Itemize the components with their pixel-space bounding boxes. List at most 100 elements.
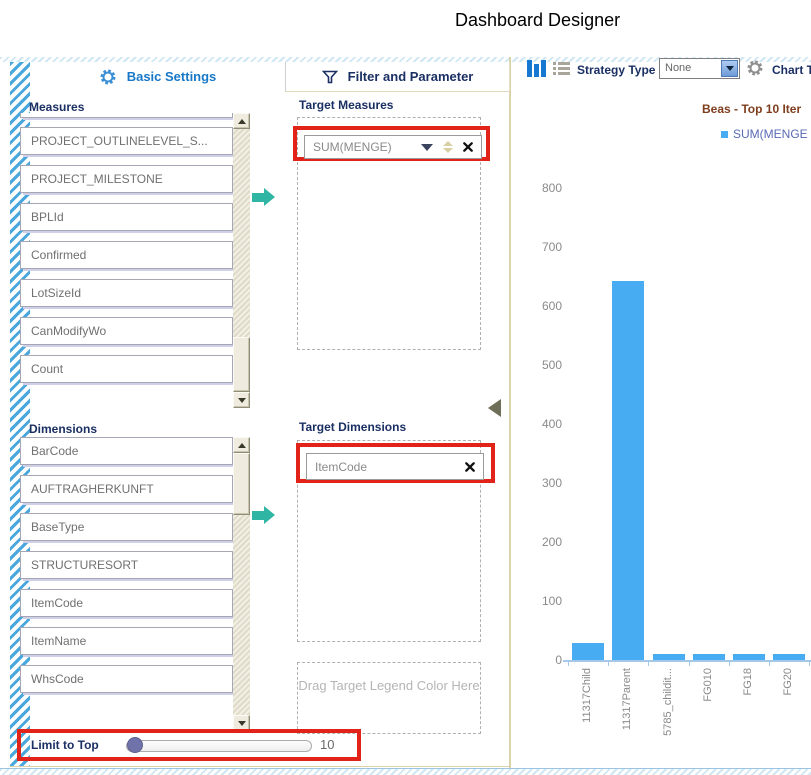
tab-basic-settings[interactable]: Basic Settings — [30, 62, 285, 91]
list-view-icon[interactable] — [553, 62, 571, 76]
measure-item[interactable]: LotSizeId — [20, 279, 233, 307]
dimension-item[interactable]: ItemCode — [20, 589, 233, 617]
y-axis-tick-label: 700 — [541, 240, 562, 254]
chart-title: Beas - Top 10 Iter — [702, 102, 802, 116]
measure-item[interactable]: Confirmed — [20, 241, 233, 269]
target-measure-chip-label: SUM(MENGE) — [313, 140, 392, 154]
y-axis-tick-label: 800 — [541, 181, 562, 195]
arrow-up-icon — [237, 442, 246, 448]
y-axis-tick-label: 400 — [541, 417, 562, 431]
measures-label: Measures — [29, 100, 85, 114]
chart-settings-gear-icon[interactable] — [746, 59, 764, 77]
dimension-item[interactable]: BaseType — [20, 513, 233, 541]
chevron-down-icon — [725, 66, 734, 71]
gear-icon — [100, 69, 116, 84]
tab-basic-settings-label: Basic Settings — [126, 69, 217, 84]
tab-filter-and-parameter[interactable]: Filter and Parameter — [285, 62, 510, 92]
limit-slider-track[interactable] — [126, 740, 312, 752]
target-dimension-chip[interactable]: ItemCode — [306, 453, 484, 480]
measure-item[interactable]: PROJECT_OUTLINELEVEL_S... — [20, 127, 233, 155]
remove-icon[interactable] — [463, 142, 473, 152]
target-measures-label: Target Measures — [299, 98, 394, 112]
limit-to-top-label: Limit to Top — [31, 738, 99, 752]
strategy-type-value: None — [665, 62, 692, 74]
tab-filter-and-parameter-label: Filter and Parameter — [347, 69, 474, 84]
dimensions-list: BarCode AUFTRAGHERKUNFT BaseType STRUCTURES… — [20, 437, 233, 703]
limit-value: 10 — [320, 737, 335, 752]
scrollbar-thumb[interactable] — [233, 337, 250, 392]
chart-type-label: Chart T — [772, 63, 811, 77]
limit-slider-thumb[interactable] — [127, 737, 143, 753]
measures-scrollbar[interactable] — [233, 113, 250, 408]
add-measure-arrow-icon — [252, 193, 264, 202]
measures-list-items: PROJECT_OUTLINELEVEL_S... PROJECT_MILESTO… — [20, 127, 233, 383]
target-dimensions-dropzone[interactable] — [297, 440, 481, 642]
annotation-highlight-limit — [17, 729, 361, 761]
scroll-down-button[interactable] — [233, 392, 250, 408]
dimension-item[interactable]: ItemName — [20, 627, 233, 655]
bar-chart-view-icon[interactable] — [541, 60, 546, 77]
legend-marker — [721, 131, 728, 138]
measure-item[interactable]: CanModifyWo — [20, 317, 233, 345]
chevron-down-icon[interactable] — [421, 143, 433, 151]
add-dimension-arrow-icon — [252, 511, 264, 520]
legend-label[interactable]: SUM(MENGE — [733, 127, 808, 141]
x-axis-category-label: FG20 — [782, 668, 795, 696]
strategy-type-dropdown[interactable]: None — [659, 58, 740, 79]
dimension-item[interactable]: STRUCTURESORT — [20, 551, 233, 579]
dropdown-button[interactable] — [721, 60, 738, 77]
measure-item[interactable]: PROJECT_MILESTONE — [20, 165, 233, 193]
move-up-down-icon[interactable] — [443, 141, 453, 153]
page-title: Dashboard Designer — [455, 10, 621, 30]
annotation-highlight-measure: SUM(MENGE) — [293, 126, 490, 161]
y-axis-tick-label: 300 — [541, 476, 562, 490]
y-axis-tick-label: 200 — [541, 535, 562, 549]
dimensions-list-items: BarCode AUFTRAGHERKUNFT BaseType STRUCTURES… — [20, 437, 233, 693]
arrow-down-icon — [237, 397, 246, 403]
panel-divider — [509, 57, 511, 768]
scroll-down-button[interactable] — [233, 715, 250, 731]
filter-funnel-icon — [321, 70, 338, 83]
chart-bar — [572, 643, 605, 661]
scroll-up-button[interactable] — [233, 437, 250, 453]
x-axis-category-label: FG010 — [701, 668, 714, 702]
bar-chart-view-icon[interactable] — [534, 64, 539, 77]
remove-icon[interactable] — [465, 461, 475, 472]
dimension-item[interactable]: WhsCode — [20, 665, 233, 693]
scroll-up-button[interactable] — [233, 113, 250, 129]
measure-item[interactable]: BPLId — [20, 203, 233, 231]
measure-item[interactable]: Count — [20, 355, 233, 383]
arrow-up-icon — [237, 118, 246, 124]
y-axis-tick-label: 600 — [541, 299, 562, 313]
add-dimension-arrow-icon — [264, 506, 275, 524]
left-panel-bottom-border — [10, 766, 510, 767]
bar-chart-view-icon[interactable] — [527, 60, 532, 77]
target-dimensions-label: Target Dimensions — [299, 420, 407, 434]
x-axis-line — [563, 660, 811, 662]
dimensions-label: Dimensions — [29, 422, 98, 436]
dimension-item[interactable]: AUFTRAGHERKUNFT — [20, 475, 233, 503]
chart-bar — [612, 280, 645, 661]
annotation-highlight-dimension: ItemCode — [296, 443, 495, 483]
target-measure-chip[interactable]: SUM(MENGE) — [304, 135, 482, 159]
strategy-type-label: Strategy Type — [577, 63, 656, 77]
dimension-item[interactable]: BarCode — [20, 437, 233, 465]
target-measures-dropzone[interactable] — [297, 117, 481, 350]
x-axis-category-label: 11317Child — [581, 668, 594, 723]
arrow-down-icon — [237, 720, 246, 726]
collapse-panel-arrow[interactable] — [488, 399, 501, 417]
scrollbar-thumb[interactable] — [233, 453, 250, 515]
x-axis-category-label: 11317Parent — [621, 668, 634, 731]
y-axis-tick-label: 0 — [555, 653, 562, 667]
y-axis-tick-label: 500 — [541, 358, 562, 372]
dimensions-scrollbar[interactable] — [233, 437, 250, 731]
measure-item-partial — [20, 113, 233, 118]
x-axis-category-label: 5785_childit... — [661, 668, 674, 736]
legend-color-dropzone[interactable]: Drag Target Legend Color Here — [297, 662, 481, 734]
add-measure-arrow-icon — [264, 188, 275, 206]
y-axis-tick-label: 100 — [541, 594, 562, 608]
bottom-stripe-border — [0, 768, 811, 775]
x-axis-category-label: FG18 — [741, 668, 754, 696]
measures-list: PROJECT_OUTLINELEVEL_S... PROJECT_MILESTO… — [20, 113, 233, 393]
